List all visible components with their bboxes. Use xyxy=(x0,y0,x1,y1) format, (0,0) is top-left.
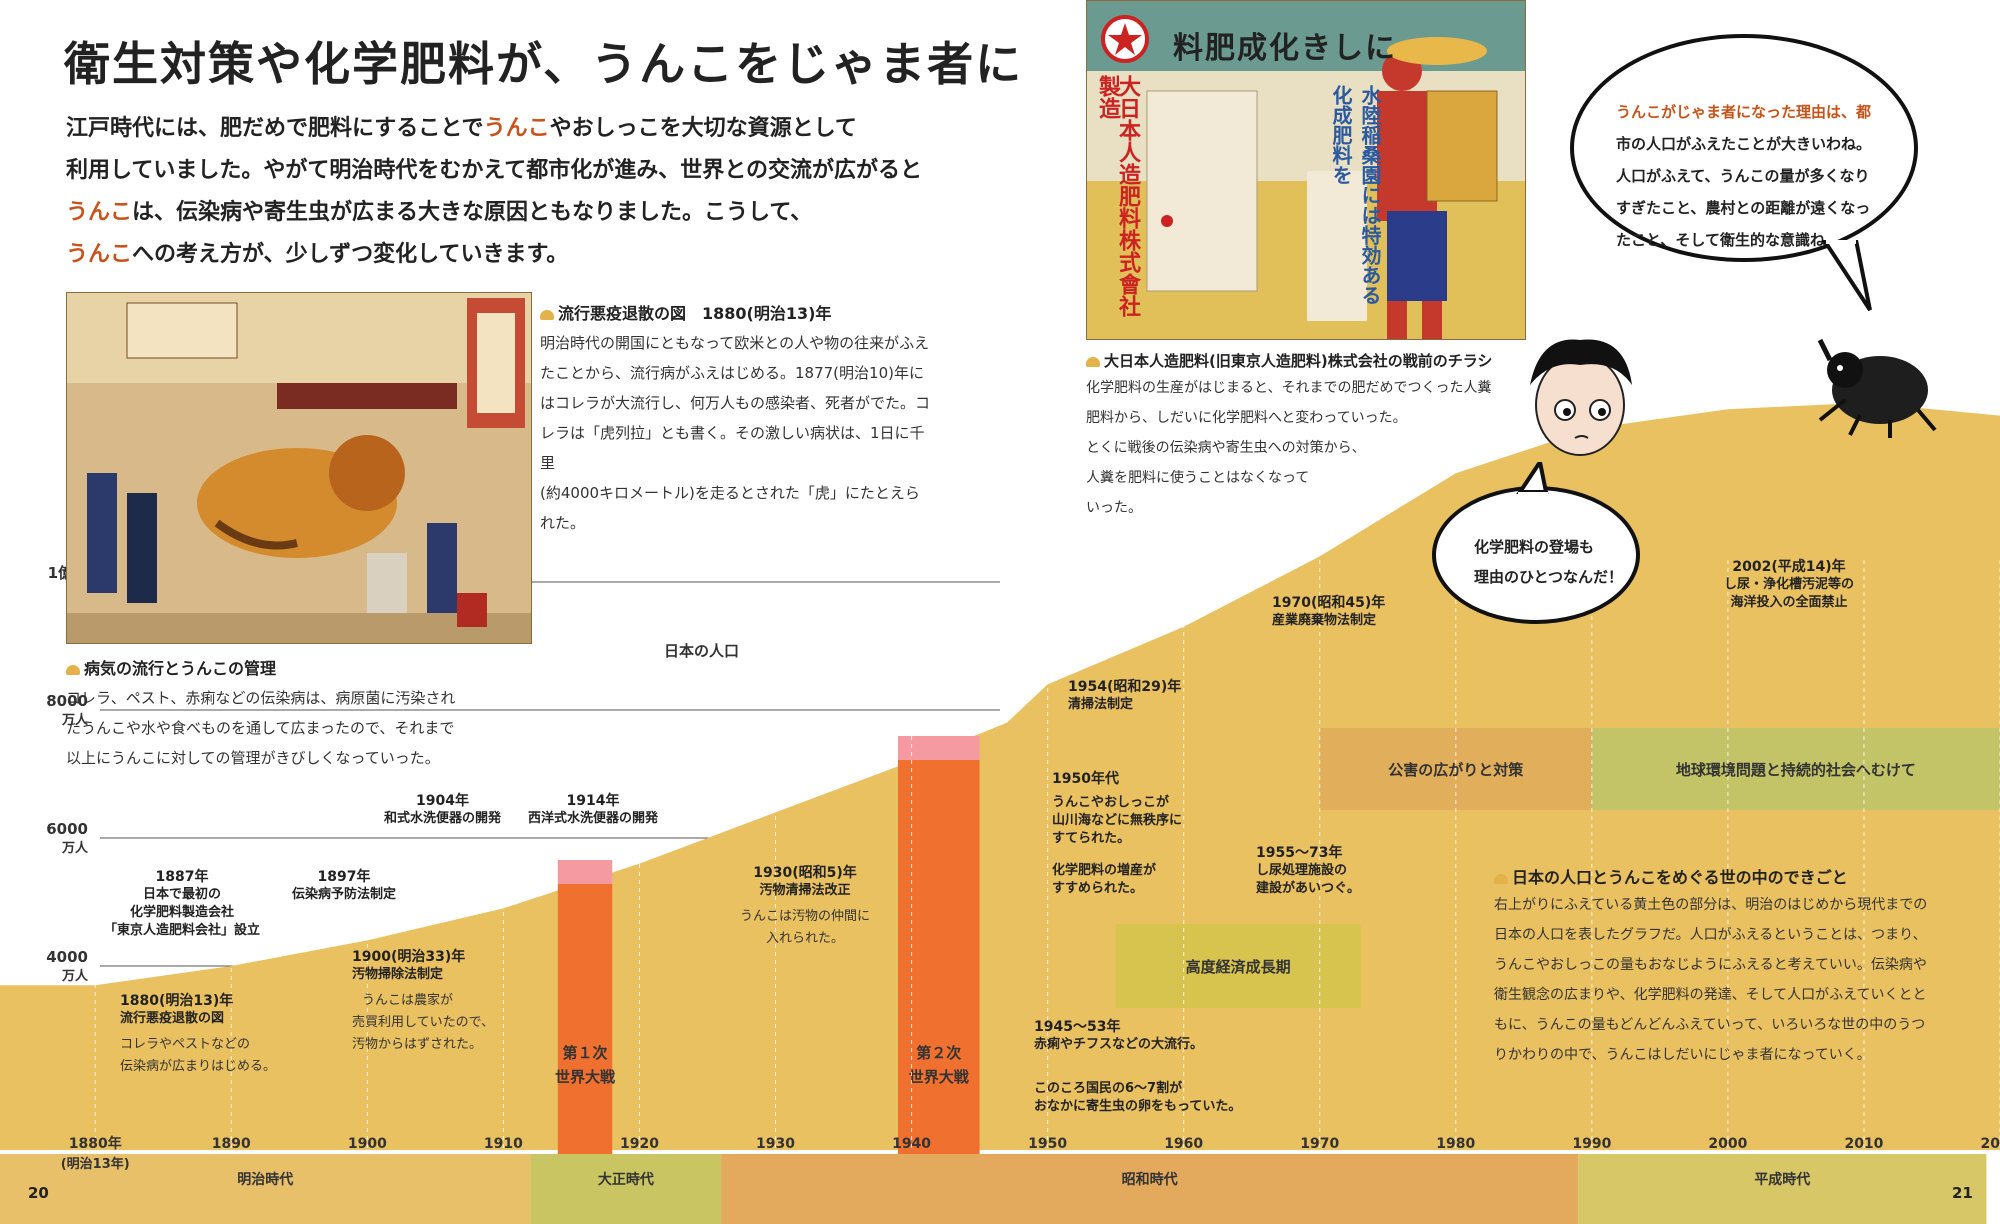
war-bar-top xyxy=(897,736,980,760)
event-1950s: 1950年代 うんこやおしっこが 山川海などに無秩序に すてられた。 化学肥料の… xyxy=(1052,771,1183,896)
event-parasites: このころ国民の6～7割が おなかに寄生虫の卵をもっていた。 xyxy=(1034,1081,1242,1114)
y-tick-label: 6000 xyxy=(46,820,88,838)
disease-caption: 病気の流行とうんこの管理 コレラ、ペスト、赤痢などの伝染病は、病原菌に汚染され … xyxy=(66,659,456,767)
poop-icon xyxy=(1494,873,1508,884)
era-label: 明治時代 xyxy=(237,1171,293,1188)
event-1955: 1955～73年 し尿処理施設の 建設があいつぐ。 xyxy=(1256,845,1361,896)
y-tick-label: 4000 xyxy=(46,948,88,966)
print-caption: 流行悪疫退散の図 1880(明治13)年 明治時代の開国にともなって欧米との人や… xyxy=(540,304,931,532)
event-1900: 1900(明治33)年 汚物掃除法制定 うんこは農家が 売買利用していたので、 … xyxy=(352,949,495,1052)
era-band xyxy=(1578,1154,1987,1224)
war-bar xyxy=(557,884,613,1162)
y-tick-unit: 万人 xyxy=(61,968,89,984)
event-1954: 1954(昭和29)年 清掃法制定 xyxy=(1068,679,1182,712)
event-1930: 1930(昭和5)年 汚物清掃法改正 うんこは汚物の仲間に 入れられた。 xyxy=(740,865,871,946)
intro-text: 江戸時代には、肥だめで肥料にすることでうんこやおしっこを大切な資源として 利用し… xyxy=(66,116,923,267)
poop-icon xyxy=(1086,356,1100,367)
x-tick-label: 1940 xyxy=(892,1136,931,1152)
fertilizer-poster-image: 料肥成化きしに 大日本人造肥料株式會社製造 水陸稲桑園には特効ある化成肥料を xyxy=(1086,0,1526,340)
event-2002: 2002(平成14)年 し尿・浄化槽汚泥等の 海洋投入の全面禁止 xyxy=(1724,559,1855,610)
era-label: 平成時代 xyxy=(1754,1171,1810,1188)
event-1880: 1880(明治13)年 流行悪疫退散の図 コレラやペストなどの 伝染病が広まりは… xyxy=(120,993,277,1074)
event-1945: 1945～53年 赤痢やチフスなどの大流行。 xyxy=(1034,1019,1204,1052)
era-band xyxy=(721,1154,1579,1224)
page-number-right: 21 xyxy=(1952,1184,1973,1202)
x-tick-label: 1970 xyxy=(1300,1136,1339,1152)
era-bands: 明治時代 大正時代 昭和時代 平成時代 xyxy=(0,1154,1987,1224)
x-tick-label: 1950 xyxy=(1028,1136,1067,1152)
x-tick-label: 1980 xyxy=(1436,1136,1475,1152)
year-gridlines xyxy=(94,560,2000,1150)
chart-title: 日本の人口 xyxy=(664,642,740,660)
x-tick-label: 1960 xyxy=(1164,1136,1203,1152)
event-1970: 1970(昭和45)年 産業廃棄物法制定 xyxy=(1272,595,1386,628)
war-bar-top xyxy=(557,860,613,884)
era-label: 昭和時代 xyxy=(1122,1171,1178,1188)
x-tick-sub: (明治13年) xyxy=(61,1156,130,1172)
war-bar xyxy=(897,760,980,1162)
event-1887: 1887年 日本で最初の 化学肥料製造会社 「東京人造肥料会社」設立 xyxy=(104,869,261,938)
speech-bubble-beetle: うんこがじゃま者になった理由は、都 市の人口がふえたことが大きいわね。 人口がふ… xyxy=(1570,34,1918,262)
period-band xyxy=(1591,728,2000,810)
poop-icon xyxy=(540,309,554,320)
bubble-tail xyxy=(1821,240,1872,312)
poster-slogan: 水陸稲桑園には特効ある化成肥料を xyxy=(1329,85,1382,305)
poster-header: 料肥成化きしに xyxy=(1173,31,1397,66)
x-tick-label: 1930 xyxy=(756,1136,795,1152)
war-label: 世界大戦 xyxy=(555,1068,616,1086)
event-1904: 1904年 和式水洗便器の開発 xyxy=(384,793,502,826)
era-band xyxy=(0,1154,531,1224)
war-label: 第２次 xyxy=(916,1044,961,1062)
x-axis-ticks: 1880年 1890 1900 1910 1920 1930 1940 1950 1960 197… xyxy=(61,1135,2000,1172)
page-title: 衛生対策や化学肥料が、うんこをじゃま者に xyxy=(64,37,1024,91)
boy-bubble-tail xyxy=(1516,462,1549,500)
y-tick-unit: 万人 xyxy=(61,840,89,856)
era-band xyxy=(530,1154,722,1224)
x-tick-label: 2000 xyxy=(1708,1136,1747,1152)
flyer-caption: 大日本人造肥料(旧東京人造肥料)株式会社の戦前のチラシ 化学肥料の生産がはじまる… xyxy=(1086,352,1493,516)
boy-illustration xyxy=(1530,339,1632,456)
war-label: 世界大戦 xyxy=(909,1068,970,1086)
x-tick-label: 2020 xyxy=(1981,1136,2000,1152)
war-label: 第１次 xyxy=(563,1044,608,1062)
woodblock-print-image xyxy=(66,292,532,644)
x-tick-label: 1890 xyxy=(212,1136,251,1152)
x-tick-label: 2010 xyxy=(1844,1136,1883,1152)
page-number-left: 20 xyxy=(28,1184,49,1202)
speech-bubble-boy: 化学肥料の登場も 理由のひとつなんだ！ xyxy=(1432,486,1640,624)
event-1897: 1897年 伝染病予防法制定 xyxy=(292,869,397,902)
era-label: 大正時代 xyxy=(598,1171,654,1188)
graph-note: 日本の人口とうんこをめぐる世の中のできごと 右上がりにふえている黄土色の部分は、… xyxy=(1494,868,1928,1063)
y-tick-unit: 万人 xyxy=(61,712,89,728)
event-1914: 1914年 西洋式水洗便器の開発 xyxy=(528,793,659,826)
x-tick-label: 1910 xyxy=(484,1136,523,1152)
period-band-label: 地球環境問題と持続的社会へむけて xyxy=(1676,761,1916,779)
x-tick-label: 1880年 xyxy=(69,1135,122,1152)
poster-vertical-text: 大日本人造肥料株式會社製造 xyxy=(1095,75,1140,317)
x-tick-label: 1900 xyxy=(348,1136,387,1152)
period-band-label: 高度経済成長期 xyxy=(1186,958,1291,976)
poop-icon xyxy=(66,664,80,675)
x-tick-label: 1990 xyxy=(1572,1136,1611,1152)
x-tick-label: 1920 xyxy=(620,1136,659,1152)
dung-beetle-illustration xyxy=(1817,338,1937,438)
y-tick-label: 8000 xyxy=(46,692,88,710)
